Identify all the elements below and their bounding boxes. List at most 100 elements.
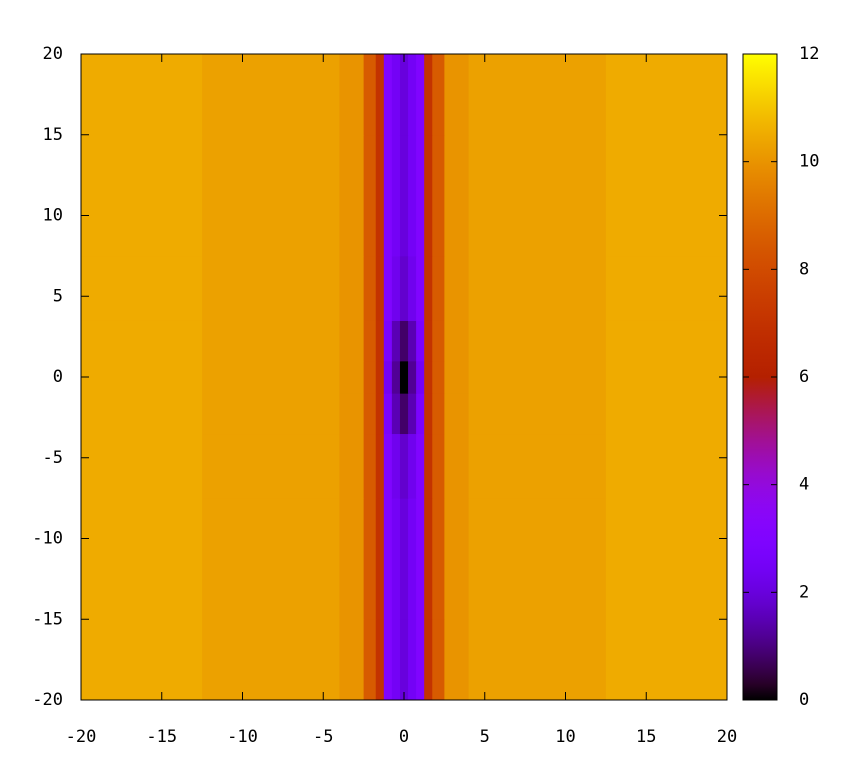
heatmap-cell	[605, 393, 728, 435]
heatmap-cell	[468, 134, 607, 257]
heatmap-cell	[363, 498, 377, 620]
heatmap-cell	[468, 619, 607, 701]
heatmap-cell	[468, 498, 607, 620]
heatmap-cell	[444, 433, 470, 499]
heatmap-cell	[444, 255, 470, 321]
y-tick-label: 20	[43, 44, 63, 64]
y-tick-label: 5	[53, 286, 63, 306]
heatmap-cell	[424, 619, 433, 701]
heatmap-cell	[432, 360, 445, 394]
heatmap-cell	[375, 134, 385, 257]
heatmap-cell	[375, 433, 385, 499]
heatmap-cell	[383, 433, 393, 499]
heatmap-cell	[605, 619, 728, 701]
x-tick-label: -10	[227, 727, 258, 747]
heatmap-cell	[383, 320, 393, 362]
heatmap-cell	[468, 255, 607, 321]
heatmap-cell	[383, 393, 393, 435]
heatmap-cell	[605, 134, 728, 257]
heatmap-cell	[81, 433, 203, 499]
x-tick-label: 0	[399, 727, 409, 747]
heatmap-cell	[408, 54, 417, 136]
x-tick-label: 10	[555, 727, 575, 747]
heatmap-cell	[391, 360, 401, 394]
heatmap-cell	[339, 433, 365, 499]
heatmap-cell	[424, 320, 433, 362]
heatmap-cell	[202, 619, 340, 701]
heatmap-cell	[363, 360, 377, 394]
x-tick-label: 20	[717, 727, 737, 747]
heatmap-cell	[432, 433, 445, 499]
heatmap-cell	[444, 498, 470, 620]
heatmap-cell	[424, 498, 433, 620]
heatmap-cell	[363, 54, 377, 136]
heatmap-cell	[339, 393, 365, 435]
heatmap-cell	[202, 255, 340, 321]
heatmap-cell	[81, 54, 203, 136]
y-tick-label: 0	[53, 367, 63, 387]
heatmap-cell	[432, 498, 445, 620]
heatmap-cell	[399, 498, 409, 620]
heatmap-cell	[339, 54, 365, 136]
heatmap-cell	[339, 498, 365, 620]
heatmap-cell	[468, 54, 607, 136]
heatmap-cell	[424, 255, 433, 321]
heatmap-cell	[81, 498, 203, 620]
heatmap-cell	[416, 54, 425, 136]
heatmap-cell	[81, 619, 203, 701]
heatmap-cell	[383, 54, 393, 136]
heatmap-cell	[391, 255, 401, 321]
colorbar-tick-label: 2	[799, 582, 809, 602]
heatmap-cell	[399, 134, 409, 257]
heatmap-cell	[408, 255, 417, 321]
heatmap-cell	[444, 360, 470, 394]
heatmap-cell	[408, 393, 417, 435]
heatmap	[81, 54, 728, 701]
heatmap-cell	[363, 255, 377, 321]
heatmap-cell	[375, 393, 385, 435]
heatmap-cell	[339, 255, 365, 321]
heatmap-cell	[424, 134, 433, 257]
heatmap-cell	[444, 393, 470, 435]
heatmap-cell	[202, 54, 340, 136]
heatmap-cell	[408, 498, 417, 620]
heatmap-cell	[408, 320, 417, 362]
heatmap-cell	[432, 393, 445, 435]
heatmap-cell	[339, 360, 365, 394]
heatmap-cell	[399, 619, 409, 701]
heatmap-cell	[399, 433, 409, 499]
colorbar-tick-label: 0	[799, 690, 809, 710]
heatmap-cell	[202, 498, 340, 620]
heatmap-cell	[339, 619, 365, 701]
heatmap-cell	[81, 255, 203, 321]
heatmap-cell	[605, 255, 728, 321]
heatmap-cell	[416, 393, 425, 435]
y-tick-label: -5	[43, 448, 63, 468]
heatmap-cell	[432, 320, 445, 362]
heatmap-cell	[363, 433, 377, 499]
colorbar-tick-label: 6	[799, 367, 809, 387]
heatmap-cell	[375, 619, 385, 701]
heatmap-cell	[391, 134, 401, 257]
heatmap-cell	[391, 498, 401, 620]
heatmap-cell	[399, 393, 409, 435]
heatmap-cell	[81, 320, 203, 362]
x-tick-label: -5	[313, 727, 333, 747]
y-tick-label: -20	[32, 690, 63, 710]
heatmap-cell	[416, 320, 425, 362]
y-tick-label: -10	[32, 529, 63, 549]
heatmap-cell	[391, 54, 401, 136]
heatmap-cell	[375, 498, 385, 620]
heatmap-cell	[202, 134, 340, 257]
x-tick-label: 15	[636, 727, 656, 747]
heatmap-cell	[81, 134, 203, 257]
heatmap-cell	[363, 393, 377, 435]
heatmap-cell	[399, 255, 409, 321]
colorbar-tick-label: 12	[799, 44, 819, 64]
heatmap-cell	[432, 134, 445, 257]
heatmap-cell	[416, 360, 425, 394]
heatmap-cell	[375, 255, 385, 321]
heatmap-cell	[339, 134, 365, 257]
heatmap-cell	[408, 619, 417, 701]
heatmap-cell	[408, 134, 417, 257]
